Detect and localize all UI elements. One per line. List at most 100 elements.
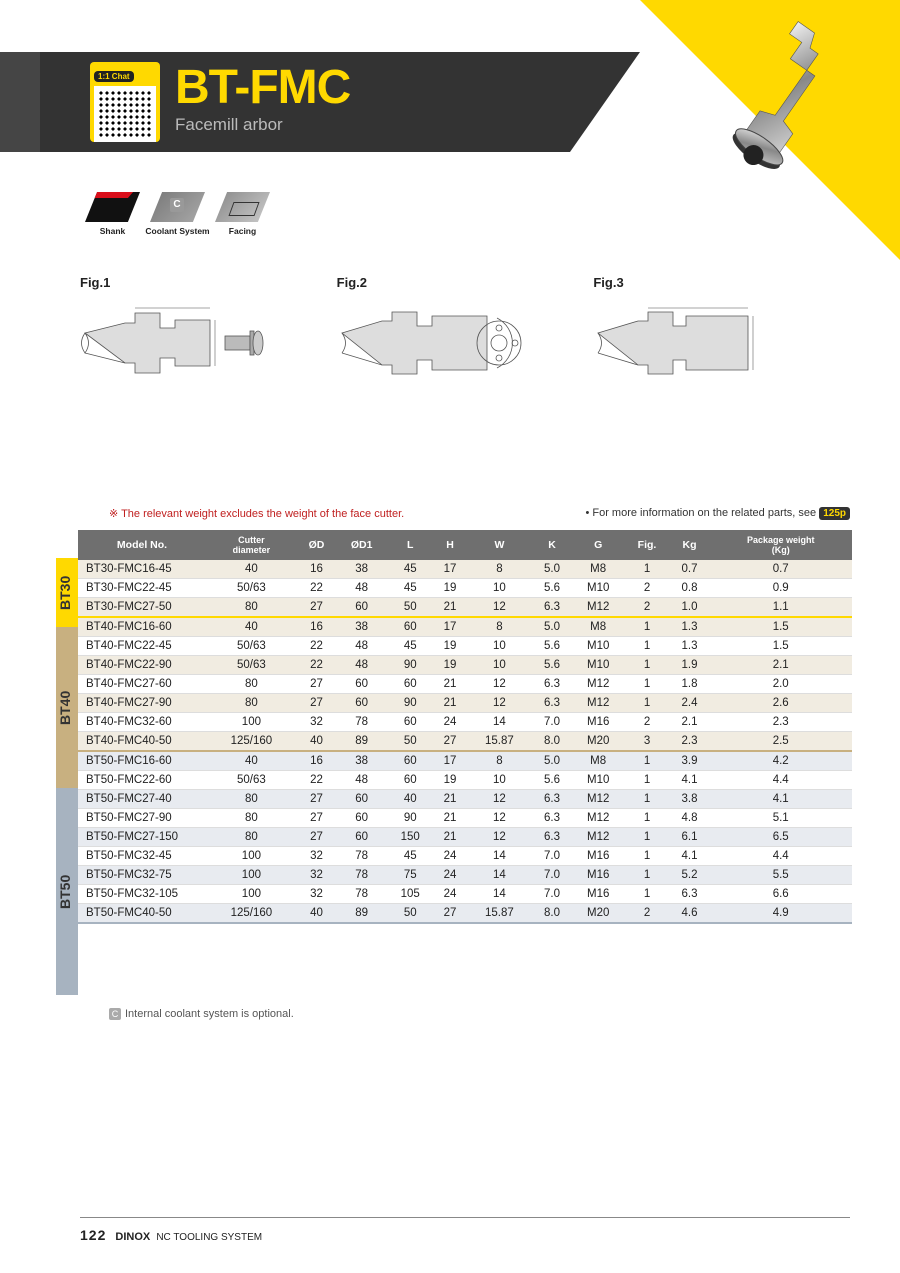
- cell: 60: [387, 751, 433, 771]
- cell: BT50-FMC22-60: [78, 771, 206, 790]
- cell: 7.0: [532, 713, 572, 732]
- cell: 1: [624, 637, 669, 656]
- cell: 60: [336, 675, 387, 694]
- cell: 50/63: [206, 656, 297, 675]
- cell: 1.5: [709, 637, 852, 656]
- cell: M12: [572, 828, 625, 847]
- th-1: Cutter diameter: [206, 530, 297, 560]
- cell: 40: [297, 904, 336, 924]
- cell: 27: [297, 598, 336, 618]
- cell: 80: [206, 809, 297, 828]
- cell: 1: [624, 656, 669, 675]
- cell: 15.87: [467, 732, 532, 752]
- cell: 6.3: [670, 885, 710, 904]
- cell: 12: [467, 598, 532, 618]
- cell: 105: [387, 885, 433, 904]
- cell: 1.3: [670, 637, 710, 656]
- cell: 21: [433, 790, 466, 809]
- cell: BT40-FMC22-90: [78, 656, 206, 675]
- cell: 32: [297, 713, 336, 732]
- cell: 22: [297, 579, 336, 598]
- cell: 5.6: [532, 771, 572, 790]
- cell: 27: [433, 732, 466, 752]
- cell: 8.0: [532, 904, 572, 924]
- table-row: BT30-FMC22-4550/6322484519105.6M1020.80.…: [78, 579, 852, 598]
- cell: 40: [206, 751, 297, 771]
- cell: 5.0: [532, 751, 572, 771]
- cell: 8: [467, 560, 532, 579]
- cell: 27: [433, 904, 466, 924]
- table-row: BT40-FMC27-908027609021126.3M1212.42.6: [78, 694, 852, 713]
- cell: 14: [467, 713, 532, 732]
- cell: 80: [206, 598, 297, 618]
- cell: M12: [572, 598, 625, 618]
- cell: 60: [387, 771, 433, 790]
- cell: 10: [467, 637, 532, 656]
- cell: 60: [336, 828, 387, 847]
- cell: 8.0: [532, 732, 572, 752]
- cell: BT50-FMC16-60: [78, 751, 206, 771]
- cell: M20: [572, 904, 625, 924]
- cell: 2.6: [709, 694, 852, 713]
- cell: 50: [387, 732, 433, 752]
- cell: 125/160: [206, 904, 297, 924]
- table-row: BT50-FMC32-7510032787524147.0M1615.25.5: [78, 866, 852, 885]
- cell: 1: [624, 847, 669, 866]
- cell: 14: [467, 847, 532, 866]
- cell: BT30-FMC16-45: [78, 560, 206, 579]
- cell: 1.5: [709, 617, 852, 637]
- cell: 27: [297, 828, 336, 847]
- cell: 1.1: [709, 598, 852, 618]
- cell: 7.0: [532, 866, 572, 885]
- cell: 5.5: [709, 866, 852, 885]
- table-row: BT40-FMC16-60401638601785.0M811.31.5: [78, 617, 852, 637]
- cell: 1: [624, 866, 669, 885]
- fig1-label: Fig.1: [80, 275, 337, 290]
- cell: 60: [336, 790, 387, 809]
- cell: BT40-FMC32-60: [78, 713, 206, 732]
- cell: 40: [297, 732, 336, 752]
- cell: 2: [624, 598, 669, 618]
- table-row: BT50-FMC27-908027609021126.3M1214.85.1: [78, 809, 852, 828]
- cell: 27: [297, 809, 336, 828]
- qr-code: 1:1 Chat: [90, 62, 160, 142]
- fig1-diagram: [80, 298, 320, 393]
- th-2: ØD: [297, 530, 336, 560]
- cell: 7.0: [532, 885, 572, 904]
- cell: 1: [624, 751, 669, 771]
- cell: BT40-FMC40-50: [78, 732, 206, 752]
- cell: 125/160: [206, 732, 297, 752]
- cell: 48: [336, 637, 387, 656]
- spec-table-wrap: BT30BT40BT50 Model No.Cutter diameterØDØ…: [78, 530, 852, 924]
- cell: 8: [467, 751, 532, 771]
- cell: 2.1: [670, 713, 710, 732]
- cell: 24: [433, 866, 466, 885]
- footer-system: NC TOOLING SYSTEM: [156, 1232, 262, 1243]
- cell: BT30-FMC27-50: [78, 598, 206, 618]
- cell: 2.3: [670, 732, 710, 752]
- cell: 60: [387, 713, 433, 732]
- cell: 78: [336, 847, 387, 866]
- cell: 2: [624, 713, 669, 732]
- cell: 5.0: [532, 560, 572, 579]
- cell: 100: [206, 713, 297, 732]
- cell: 100: [206, 885, 297, 904]
- product-subtitle: Facemill arbor: [175, 115, 350, 135]
- cell: 45: [387, 579, 433, 598]
- cell: M16: [572, 885, 625, 904]
- cell: 38: [336, 751, 387, 771]
- cell: 16: [297, 617, 336, 637]
- cell: M12: [572, 790, 625, 809]
- cell: 48: [336, 656, 387, 675]
- cell: 60: [387, 675, 433, 694]
- cell: M20: [572, 732, 625, 752]
- cell: 12: [467, 809, 532, 828]
- cell: 3.9: [670, 751, 710, 771]
- table-row: BT30-FMC16-45401638451785.0M810.70.7: [78, 560, 852, 579]
- cell: 10: [467, 579, 532, 598]
- cell: 80: [206, 790, 297, 809]
- cell: 4.1: [670, 847, 710, 866]
- cell: 2.1: [709, 656, 852, 675]
- cell: 5.1: [709, 809, 852, 828]
- cell: M16: [572, 866, 625, 885]
